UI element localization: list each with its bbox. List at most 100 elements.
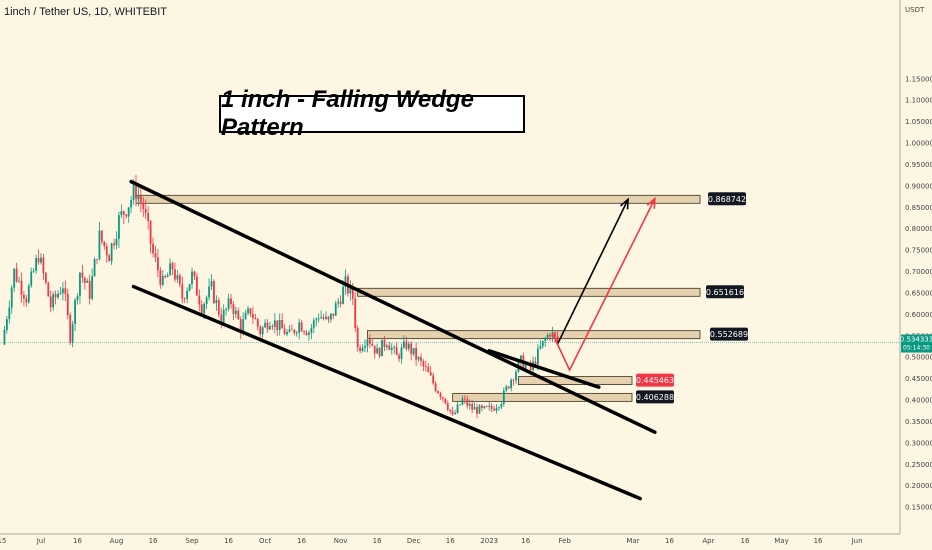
level-label-bg <box>708 192 746 206</box>
candle-body <box>364 345 366 348</box>
candle-body <box>412 348 415 355</box>
candle-body <box>269 326 271 330</box>
chart-title: 1 inch - Falling Wedge Pattern <box>219 86 525 141</box>
candle-body <box>322 317 325 319</box>
candle-body <box>444 398 447 404</box>
candle-body <box>232 304 235 314</box>
candle-body <box>154 253 157 258</box>
candle-body <box>320 317 323 319</box>
candle-body <box>434 383 437 392</box>
candle-body <box>398 355 400 359</box>
candle-body <box>118 215 120 239</box>
candle-body <box>500 403 503 408</box>
candle-body <box>337 301 340 304</box>
current-price-badge <box>901 334 932 353</box>
candle-body <box>544 338 547 341</box>
candle-body <box>220 314 223 324</box>
candle-body <box>8 307 11 320</box>
candle-body <box>315 319 318 321</box>
candle-body <box>203 304 206 314</box>
candle-body <box>169 263 171 276</box>
candles <box>3 174 559 419</box>
candle-body <box>295 332 298 334</box>
candle-body <box>159 270 162 285</box>
candle-body <box>149 220 152 244</box>
candle-body <box>113 243 115 246</box>
candle-body <box>305 332 308 336</box>
candle-body <box>554 332 556 337</box>
candle-body <box>247 308 249 314</box>
candle-body <box>205 297 208 305</box>
x-tick-label: Mar <box>626 537 639 545</box>
candle-body <box>62 288 64 294</box>
candle-body <box>432 375 435 384</box>
candle-body <box>88 280 91 299</box>
candle-body <box>27 285 30 303</box>
candle-body <box>480 405 483 409</box>
candle-body <box>208 286 210 298</box>
candle-body <box>498 407 500 409</box>
candle-body <box>300 322 303 332</box>
candle-body <box>264 322 266 328</box>
level-label-bg <box>636 373 674 387</box>
candle-body <box>278 320 281 331</box>
candle-body <box>222 309 225 324</box>
candle-body <box>556 336 559 343</box>
candle-body <box>193 271 196 277</box>
candle-body <box>81 272 84 278</box>
candle-body <box>96 259 98 260</box>
candle-body <box>15 268 18 282</box>
candle-body <box>259 326 262 335</box>
y-unit-label: USDT <box>905 6 925 14</box>
level-label-bg <box>636 390 674 404</box>
candle-body <box>483 406 486 409</box>
candle-body <box>135 185 137 199</box>
candle-body <box>388 345 391 350</box>
x-tick-label: 15 <box>0 537 6 545</box>
candle-body <box>161 275 164 285</box>
candle-body <box>215 300 218 304</box>
candle-body <box>30 271 33 286</box>
level-label: 0.868742 <box>708 195 746 204</box>
candle-body <box>510 379 513 389</box>
candle-body <box>537 348 539 365</box>
candle-body <box>42 257 45 274</box>
level-label-bg <box>710 327 748 341</box>
candle-body <box>308 332 310 336</box>
candle-body <box>110 243 113 262</box>
candle-body <box>344 276 347 287</box>
candle-body <box>100 230 103 242</box>
candle-body <box>93 259 96 277</box>
candle-body <box>198 295 201 305</box>
candle-body <box>130 200 133 208</box>
candle-body <box>152 243 154 254</box>
candle-body <box>354 298 357 328</box>
x-tick-label: Oct <box>259 537 271 545</box>
candle-body <box>385 345 388 348</box>
countdown-label: 05:14:30 <box>903 345 930 352</box>
candle-body <box>456 404 459 413</box>
candle-body <box>293 330 296 334</box>
candle-body <box>32 270 35 272</box>
candle-body <box>390 347 393 350</box>
candle-body <box>273 320 276 328</box>
candle-body <box>549 334 551 337</box>
level-zone <box>366 330 701 340</box>
candle-body <box>125 214 128 217</box>
candle-body <box>147 213 150 221</box>
level-labels: 0.868742 0.651616 0.552689 0.445463 0.406288… <box>636 192 932 404</box>
candle-body <box>473 407 476 410</box>
level-label-bg <box>706 285 744 299</box>
candle-body <box>200 304 203 314</box>
candle-body <box>98 230 101 260</box>
candle-body <box>546 334 549 339</box>
candle-body <box>495 408 498 411</box>
candle-body <box>144 209 147 214</box>
candle-body <box>210 281 213 287</box>
candle-body <box>505 386 508 391</box>
candle-body <box>349 286 352 294</box>
